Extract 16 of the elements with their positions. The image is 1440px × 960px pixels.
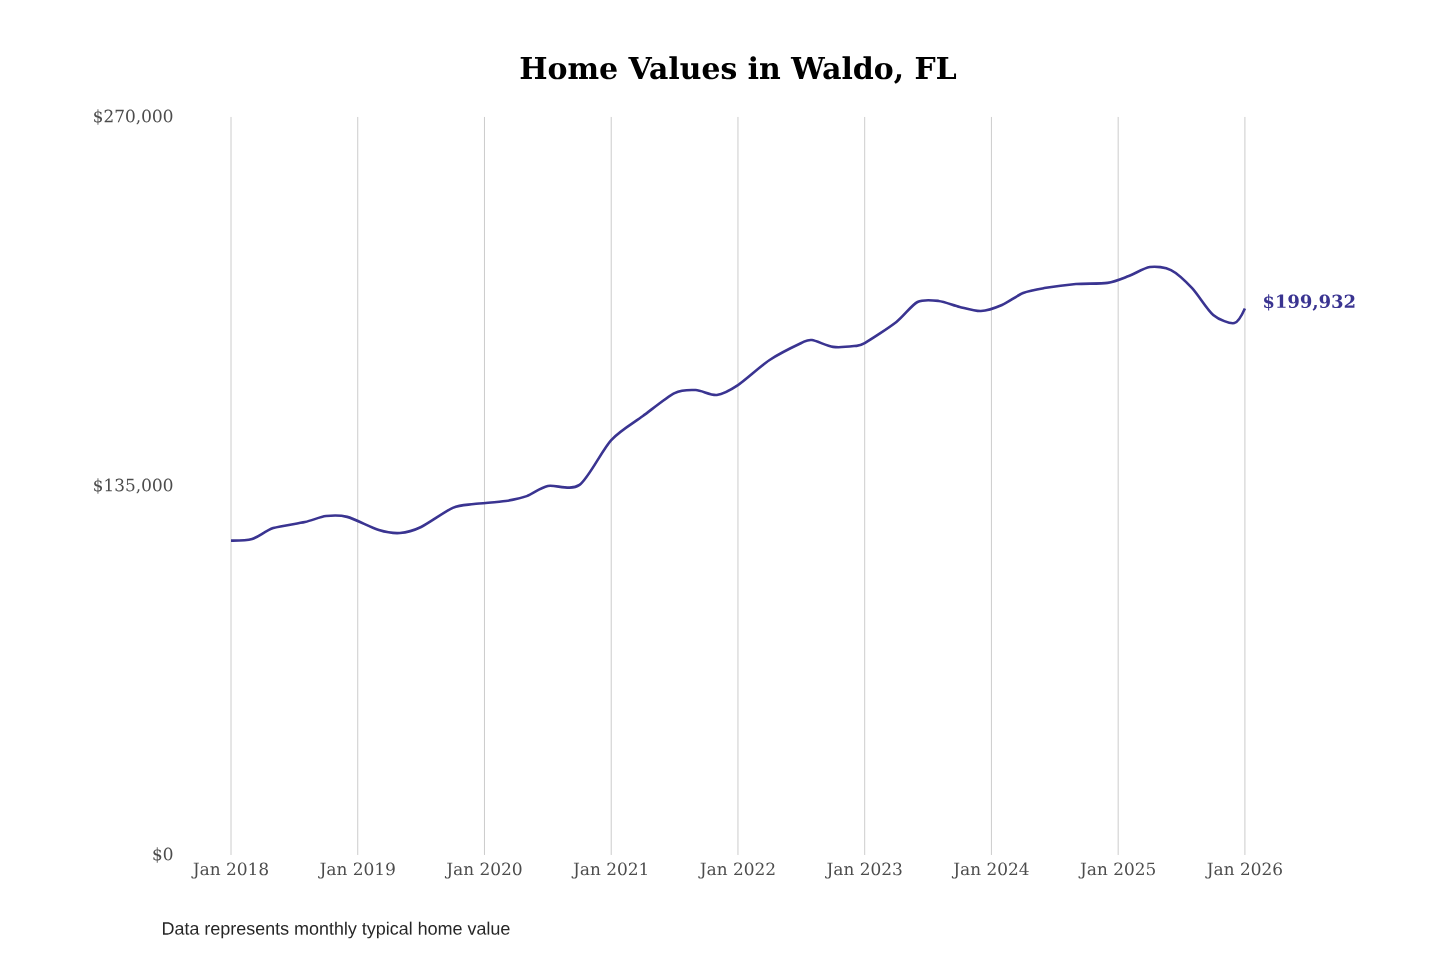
x-tick-label: Jan 2025 — [1078, 862, 1155, 879]
chart-title: Home Values in Waldo, FL — [520, 56, 957, 84]
x-tick-label: Jan 2020 — [444, 862, 522, 879]
x-tick-label: Jan 2019 — [318, 862, 395, 879]
y-tick-label: $135,000 — [94, 478, 173, 494]
x-tick-label: Jan 2024 — [951, 862, 1029, 879]
x-tick-label: Jan 2026 — [1205, 862, 1282, 879]
text: Data represents monthly typical home value — [162, 921, 510, 939]
y-tick-label: $0 — [153, 847, 173, 863]
y-tick-label: $270,000 — [94, 109, 173, 125]
x-tick-label: Jan 2018 — [191, 862, 268, 879]
line-series — [229, 265, 1247, 542]
x-tick-label: Jan 2021 — [571, 862, 647, 879]
x-tick-label: Jan 2023 — [825, 862, 902, 879]
x-tick-label: Jan 2022 — [698, 862, 775, 879]
data-label: $199,932 — [1264, 294, 1355, 311]
